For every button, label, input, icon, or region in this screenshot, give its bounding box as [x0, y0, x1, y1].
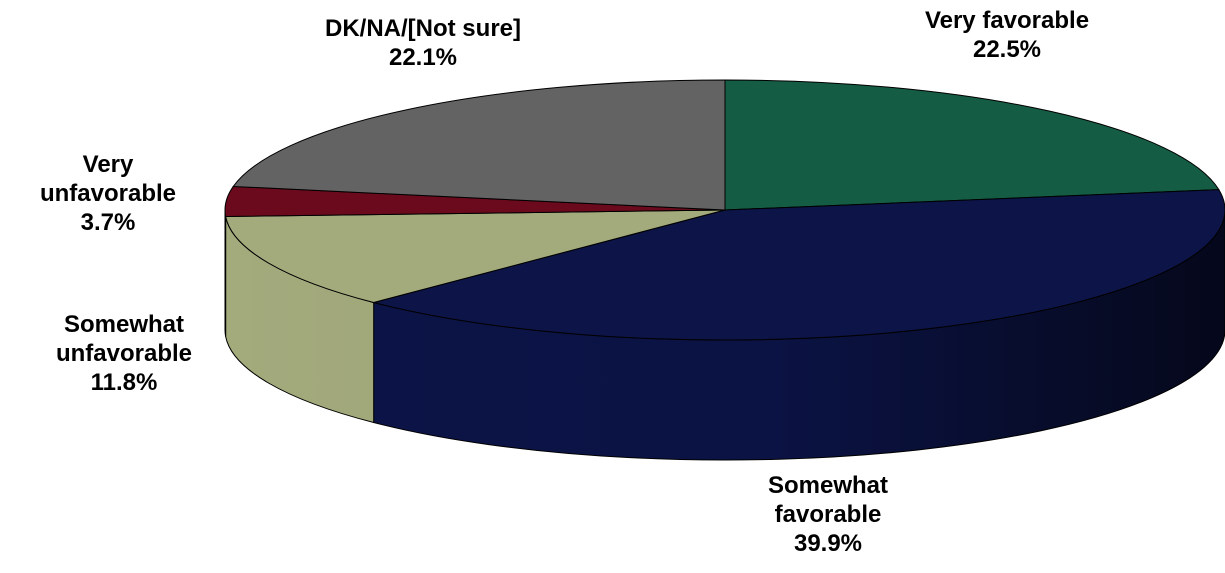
slice-name-label: Somewhat — [64, 311, 184, 338]
pie-slice-side-very-unfavorable — [224, 209, 227, 337]
slice-label-very-unfavorable: Very unfavorable 3.7% — [40, 151, 176, 236]
slice-name-label: Very favorable — [925, 7, 1089, 34]
pie-labels: Very favorable 22.5%Somewhat favorable 39.9… — [40, 7, 1089, 557]
slice-name-label: unfavorable — [56, 340, 192, 367]
slice-label-somewhat-unfavorable: Somewhat unfavorable 11.8% — [56, 311, 192, 396]
pie-tops — [224, 79, 1225, 341]
slice-value-label: 11.8% — [91, 369, 158, 396]
slice-name-label: Somewhat — [768, 472, 888, 499]
pie-slice-somewhat-favorable — [371, 189, 1225, 341]
slice-name-label: Very — [83, 151, 134, 178]
slice-name-label: DK/NA/[Not sure] — [325, 15, 521, 42]
slice-label-dk-na-not-sure: DK/NA/[Not sure] 22.1% — [325, 15, 521, 71]
pie-slice-very-favorable — [724, 79, 1220, 211]
slice-name-label: favorable — [775, 501, 882, 528]
pie-slice-dk-na-not-sure — [232, 79, 726, 211]
pie-slice-somewhat-unfavorable — [225, 209, 726, 304]
slice-value-label: 22.5% — [973, 36, 1041, 63]
slice-label-very-favorable: Very favorable 22.5% — [925, 7, 1089, 63]
slice-label-somewhat-favorable: Somewhat favorable 39.9% — [768, 472, 888, 557]
slice-name-label: unfavorable — [40, 180, 176, 207]
pie-slice-side-wall-very-unfavorable — [224, 209, 227, 337]
slice-value-label: 3.7% — [81, 209, 136, 236]
slice-value-label: 39.9% — [794, 530, 862, 557]
slice-value-label: 22.1% — [389, 44, 457, 71]
